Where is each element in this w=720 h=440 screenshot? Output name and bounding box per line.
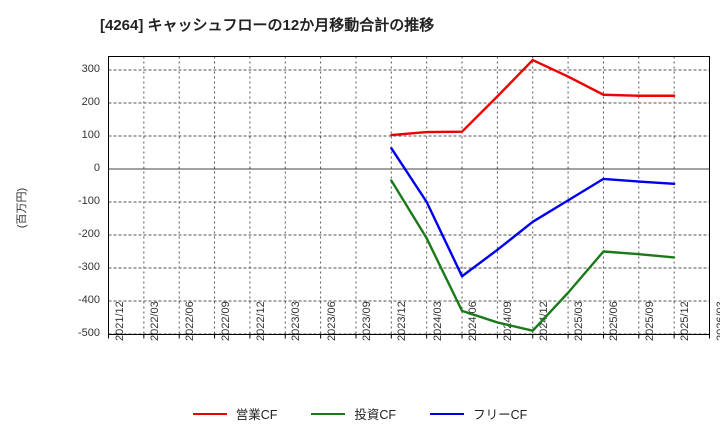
y-tick-label: 300 [81,63,100,75]
chart-title: [4264] キャッシュフローの12か月移動合計の推移 [100,17,435,34]
series-line-1 [390,58,676,137]
y-tick-label: 0 [93,162,100,174]
y-tick-label: -300 [77,261,100,273]
legend-item[interactable]: フリーCF [430,404,527,423]
legend-item[interactable]: 投資CF [311,404,396,423]
plot-frame [108,56,710,335]
series-line-3 [390,147,676,278]
y-tick-label: -400 [77,294,100,306]
chart-legend: 営業CF 投資CF フリーCF [0,404,720,423]
legend-swatch-1 [192,412,227,415]
series-lines [390,58,676,332]
y-tick-label: -100 [77,195,100,207]
legend-label: 営業CF [235,408,278,422]
legend-label: フリーCF [473,408,528,422]
legend-item[interactable]: 営業CF [192,404,278,423]
y-tick-label: -500 [77,327,100,339]
legend-swatch-2 [311,412,346,415]
y-tick-label: 200 [81,96,100,108]
y-tick-label: 100 [81,129,100,141]
grid-lines [108,56,710,339]
series-line-2 [390,179,676,332]
y-tick-label: -200 [77,228,100,240]
legend-label: 投資CF [354,408,397,422]
legend-swatch-3 [430,412,465,415]
